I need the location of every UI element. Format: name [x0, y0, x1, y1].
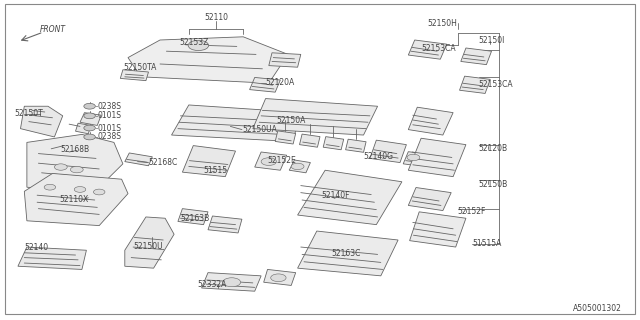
Text: 52150B: 52150B: [479, 180, 508, 188]
Text: 52168B: 52168B: [61, 145, 90, 154]
Polygon shape: [269, 53, 301, 67]
Text: 52153CA: 52153CA: [421, 44, 456, 53]
Text: A505001302: A505001302: [573, 304, 622, 313]
Polygon shape: [178, 209, 208, 225]
Polygon shape: [125, 217, 174, 268]
Text: 52150H: 52150H: [428, 19, 458, 28]
Polygon shape: [27, 134, 123, 194]
Polygon shape: [289, 160, 310, 173]
Text: 52110X: 52110X: [59, 195, 88, 204]
Polygon shape: [264, 269, 296, 285]
Polygon shape: [298, 170, 402, 225]
Text: FRONT: FRONT: [40, 25, 66, 34]
Polygon shape: [182, 146, 236, 177]
Text: 52140F: 52140F: [321, 191, 350, 200]
Circle shape: [84, 125, 95, 131]
Polygon shape: [208, 216, 242, 233]
Text: 0238S: 0238S: [97, 132, 122, 141]
Text: 52150A: 52150A: [276, 116, 306, 125]
Polygon shape: [346, 139, 366, 152]
Circle shape: [261, 158, 276, 165]
Text: 52150I: 52150I: [479, 36, 505, 44]
Polygon shape: [128, 37, 288, 83]
Polygon shape: [18, 247, 86, 269]
Polygon shape: [408, 40, 447, 59]
Circle shape: [291, 163, 304, 170]
Polygon shape: [410, 212, 466, 247]
Text: 52140G: 52140G: [364, 152, 394, 161]
Circle shape: [54, 164, 67, 170]
Circle shape: [93, 189, 105, 195]
Circle shape: [84, 113, 95, 119]
Text: 52150UA: 52150UA: [242, 125, 276, 134]
Text: 52150TA: 52150TA: [123, 63, 156, 72]
Text: 52120B: 52120B: [479, 144, 508, 153]
Text: 0238S: 0238S: [97, 102, 122, 111]
Polygon shape: [298, 231, 398, 276]
Polygon shape: [300, 134, 320, 147]
Polygon shape: [255, 152, 287, 170]
Text: 52110: 52110: [204, 13, 228, 22]
Polygon shape: [408, 138, 466, 177]
Text: 52168C: 52168C: [148, 158, 178, 167]
Polygon shape: [323, 137, 344, 150]
Circle shape: [70, 166, 83, 173]
Text: 0101S: 0101S: [97, 111, 122, 120]
Circle shape: [84, 134, 95, 140]
Polygon shape: [460, 76, 490, 93]
Polygon shape: [250, 77, 280, 92]
Polygon shape: [461, 48, 492, 65]
Text: 52152F: 52152F: [458, 207, 486, 216]
Polygon shape: [403, 152, 428, 166]
Text: 52153Z: 52153Z: [179, 38, 209, 47]
Text: 51515A: 51515A: [472, 239, 502, 248]
Text: 52150U: 52150U: [133, 242, 163, 251]
Polygon shape: [172, 105, 304, 141]
Text: 52163C: 52163C: [332, 249, 361, 258]
Polygon shape: [253, 99, 378, 135]
Circle shape: [407, 154, 420, 161]
Polygon shape: [408, 107, 453, 135]
Polygon shape: [202, 273, 261, 291]
Circle shape: [223, 278, 241, 287]
Polygon shape: [370, 140, 406, 163]
Circle shape: [74, 187, 86, 192]
Text: 52150T: 52150T: [14, 109, 43, 118]
Text: 51515: 51515: [204, 166, 228, 175]
Polygon shape: [80, 113, 101, 125]
Polygon shape: [76, 123, 91, 134]
Polygon shape: [408, 188, 451, 211]
Text: 52120A: 52120A: [266, 78, 295, 87]
Circle shape: [84, 103, 95, 109]
Circle shape: [44, 184, 56, 190]
Polygon shape: [20, 106, 63, 137]
Circle shape: [188, 40, 209, 51]
Polygon shape: [120, 70, 148, 81]
Text: 52332A: 52332A: [197, 280, 227, 289]
Text: 52140: 52140: [24, 244, 49, 252]
Text: 52163B: 52163B: [180, 214, 210, 223]
Polygon shape: [275, 131, 296, 144]
Text: 0101S: 0101S: [97, 124, 122, 132]
Circle shape: [271, 274, 286, 282]
Polygon shape: [125, 153, 152, 166]
Polygon shape: [24, 173, 128, 226]
Text: 52153CA: 52153CA: [479, 80, 513, 89]
Text: 52152E: 52152E: [268, 156, 296, 165]
